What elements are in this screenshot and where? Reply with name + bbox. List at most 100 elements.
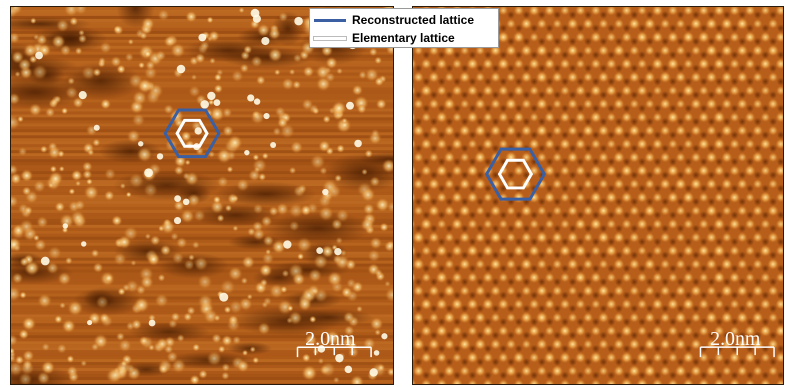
lattice-atom	[435, 271, 448, 284]
lattice-atom	[413, 164, 417, 177]
lattice-hollow	[769, 358, 778, 366]
surface-atom	[104, 168, 117, 180]
lattice-atom	[705, 151, 718, 164]
scan-line	[11, 248, 393, 252]
lattice-atom	[574, 84, 587, 97]
lattice-atom	[574, 378, 587, 384]
lattice-atom	[728, 7, 741, 17]
lattice-hollow	[460, 90, 469, 99]
lattice-atom	[605, 351, 617, 364]
lattice-atom	[659, 124, 671, 137]
surface-atom	[130, 259, 137, 267]
lattice-hollow	[545, 291, 554, 300]
surface-atom	[268, 206, 279, 217]
surface-atom	[320, 244, 335, 258]
surface-atom	[163, 35, 176, 48]
lattice-hollow	[730, 157, 739, 166]
surface-atom	[144, 233, 152, 240]
lattice-atom	[666, 191, 679, 204]
lattice-hollow	[483, 50, 492, 59]
lattice-hollow	[638, 184, 647, 193]
lattice-hollow	[545, 344, 554, 353]
surface-atom	[221, 371, 230, 381]
bright-adatom	[176, 64, 186, 74]
lattice-hollow	[460, 197, 469, 206]
lattice-atom	[651, 378, 664, 384]
lattice-hollow	[730, 131, 739, 140]
bright-adatom	[316, 247, 324, 254]
lattice-atom	[759, 324, 772, 338]
lattice-hollow	[622, 50, 631, 59]
surface-atom	[317, 194, 332, 208]
surface-atom	[361, 168, 368, 176]
lattice-atom	[636, 84, 649, 97]
lattice-atom	[674, 124, 687, 137]
lattice-hollow	[645, 304, 654, 313]
lattice-atom	[527, 324, 541, 338]
lattice-atom	[720, 17, 734, 30]
surface-atom	[80, 359, 88, 367]
lattice-atom	[466, 244, 479, 257]
lattice-atom	[620, 351, 633, 364]
lattice-hollow	[761, 77, 770, 86]
lattice-hollow	[691, 331, 700, 340]
surface-atom	[64, 256, 73, 265]
lattice-atom	[682, 351, 695, 364]
surface-atom	[332, 376, 340, 384]
surface-atom	[364, 149, 373, 158]
surface-atom	[296, 252, 305, 261]
lattice-hollow	[691, 251, 700, 260]
lattice-atom	[597, 338, 610, 350]
surface-atom	[255, 75, 266, 86]
lattice-hollow	[468, 50, 477, 59]
scan-line	[11, 72, 393, 76]
lattice-hollow	[468, 264, 477, 273]
surface-atom	[41, 342, 51, 352]
lattice-atom	[744, 325, 756, 337]
lattice-atom	[520, 364, 533, 377]
surface-atom	[14, 71, 21, 78]
scan-line	[11, 135, 393, 139]
lattice-atom	[774, 298, 783, 310]
lattice-hollow	[553, 304, 562, 313]
lattice-hollow	[591, 157, 600, 166]
lattice-atom	[466, 57, 479, 71]
lattice-hollow	[537, 144, 546, 153]
lattice-atom	[689, 17, 703, 30]
lattice-hollow	[576, 237, 585, 246]
lattice-atom	[760, 7, 771, 16]
surface-atom	[103, 190, 115, 201]
lattice-hollow	[707, 358, 716, 366]
lattice-atom	[728, 378, 741, 384]
surface-atom	[137, 78, 153, 94]
surface-atom	[170, 42, 186, 59]
lattice-atom	[659, 177, 672, 190]
lattice-hollow	[661, 10, 670, 19]
lattice-hollow	[645, 171, 654, 180]
lattice-hollow	[630, 144, 639, 153]
surface-atom	[362, 337, 376, 351]
lattice-hollow	[645, 10, 654, 19]
lattice-atom	[751, 151, 764, 164]
bright-adatom	[334, 248, 342, 256]
lattice-hollow	[561, 317, 569, 326]
lattice-hollow	[707, 331, 716, 340]
lattice-atom	[428, 365, 440, 377]
surface-atom	[14, 355, 25, 365]
surface-atom	[324, 329, 340, 346]
lattice-atom	[566, 258, 579, 271]
lattice-atom	[736, 231, 748, 243]
surface-atom	[92, 138, 101, 147]
surface-atom	[126, 129, 141, 144]
surface-atom	[277, 117, 289, 129]
lattice-atom	[712, 271, 726, 284]
lattice-atom	[413, 219, 416, 229]
lattice-hollow	[584, 117, 593, 126]
lattice-atom	[705, 178, 718, 190]
lattice-atom	[613, 71, 625, 84]
lattice-atom	[720, 44, 733, 57]
lattice-atom	[528, 112, 540, 123]
lattice-atom	[651, 138, 664, 150]
lattice-hollow	[761, 131, 770, 140]
lattice-atom	[473, 177, 487, 191]
